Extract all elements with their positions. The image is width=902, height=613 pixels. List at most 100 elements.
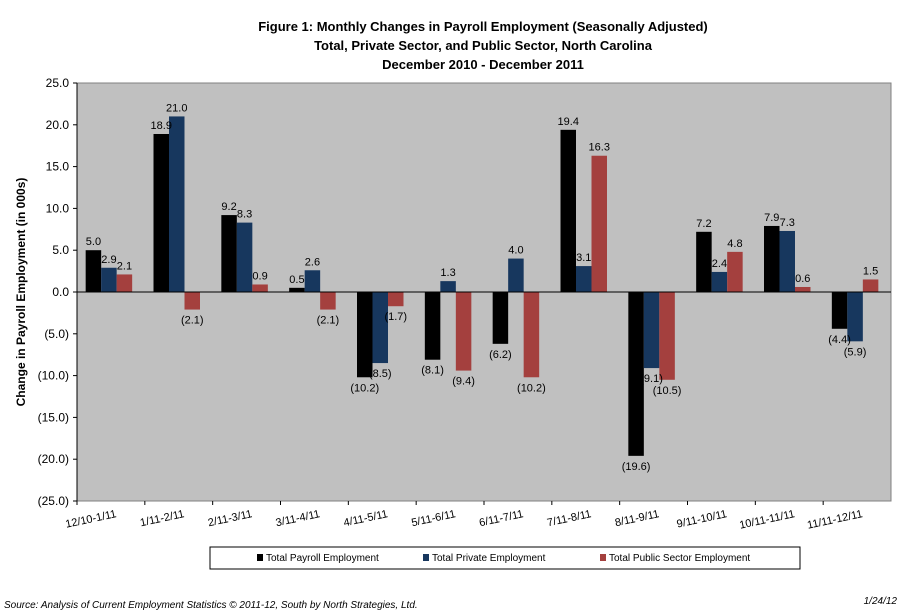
y-tick-label: (5.0) — [44, 327, 69, 341]
legend-entry: Total Public Sector Employment — [609, 553, 750, 564]
data-label: 4.8 — [727, 238, 742, 250]
data-label: 5.0 — [86, 236, 101, 248]
bar — [628, 292, 644, 456]
chart-title-line-1: Figure 1: Monthly Changes in Payroll Emp… — [258, 19, 708, 34]
bar — [560, 129, 576, 292]
y-axis-ticks: 25.0 20.0 15.0 10.0 5.0 0.0 (5.0) (10.0) (15.0) (… — [38, 76, 77, 508]
y-tick-label: (20.0) — [38, 452, 69, 466]
legend-swatch — [257, 554, 263, 561]
data-label: 16.3 — [589, 142, 610, 154]
bar — [643, 292, 660, 369]
y-tick-label: (25.0) — [38, 494, 69, 508]
y-tick-label: 0.0 — [52, 285, 69, 299]
x-category-label: 4/11-5/11 — [342, 508, 388, 529]
footer-date: 1/24/12 — [864, 596, 898, 607]
y-tick-label: 5.0 — [52, 243, 69, 257]
x-category-label: 1/11-2/11 — [139, 508, 185, 529]
data-label: 2.1 — [117, 260, 132, 272]
y-tick-label: 10.0 — [46, 201, 70, 215]
x-category-label: 2/11-3/11 — [207, 508, 253, 529]
x-category-label: 8/11-9/11 — [614, 508, 660, 529]
bar — [779, 230, 795, 292]
legend-entry: Total Private Employment — [432, 553, 546, 564]
bar — [85, 250, 102, 292]
x-category-label: 10/11-11/11 — [738, 508, 796, 531]
bar — [576, 266, 592, 292]
legend-swatch — [423, 554, 429, 561]
bar — [289, 287, 305, 292]
x-category-label: 9/11-10/11 — [676, 508, 728, 530]
data-label: 0.6 — [795, 273, 810, 285]
bar — [696, 231, 712, 292]
y-tick-label: 15.0 — [46, 160, 70, 174]
bar — [252, 284, 268, 292]
bars-layer — [85, 116, 879, 456]
legend-box — [209, 546, 801, 570]
bar — [101, 267, 117, 292]
x-category-label: 5/11-6/11 — [410, 508, 456, 529]
legend-swatch — [600, 554, 606, 561]
data-label: (8.1) — [421, 365, 444, 377]
data-label: (4.4) — [828, 334, 851, 346]
data-label: (10.5) — [653, 385, 682, 397]
data-label: 2.6 — [305, 256, 320, 268]
data-label: 3.1 — [576, 252, 591, 264]
bar — [847, 292, 863, 342]
x-axis-category-labels: 12/10-1/11 1/11-2/11 2/11-3/11 3/11-4/11 4/1… — [64, 501, 864, 532]
data-label: 9.2 — [221, 201, 236, 213]
bar — [831, 292, 848, 329]
data-label: (9.1) — [640, 373, 663, 385]
y-tick-label: (10.0) — [38, 369, 69, 383]
bar — [184, 292, 200, 310]
bar — [711, 271, 728, 292]
data-label: 21.0 — [166, 102, 187, 114]
bar — [523, 292, 540, 378]
bar — [727, 251, 743, 292]
data-label: 1.3 — [440, 267, 455, 279]
bar — [455, 292, 472, 371]
bar — [169, 116, 185, 292]
data-label: 7.3 — [780, 217, 795, 229]
data-label: 0.9 — [252, 270, 267, 282]
data-label: (8.5) — [369, 368, 392, 380]
bar — [388, 292, 404, 307]
legend: Total Payroll Employment Total Private Em… — [209, 546, 801, 570]
bar — [424, 292, 441, 360]
y-tick-label: 25.0 — [46, 76, 70, 90]
chart-title-line-3: December 2010 - December 2011 — [382, 57, 584, 72]
data-label: (10.2) — [350, 382, 379, 394]
data-label: 2.9 — [101, 254, 116, 266]
bar — [357, 292, 373, 378]
data-label: 8.3 — [237, 209, 252, 221]
bar — [304, 270, 321, 292]
y-tick-label: 20.0 — [46, 118, 70, 132]
bar — [591, 155, 607, 292]
bar — [153, 133, 169, 292]
bar — [795, 286, 811, 292]
bar — [862, 279, 879, 292]
footer-source: Source: Analysis of Current Employment S… — [4, 600, 418, 611]
data-label: (5.9) — [844, 346, 867, 358]
x-category-label: 6/11-7/11 — [478, 508, 524, 529]
data-label: 4.0 — [508, 245, 523, 257]
data-label: (19.6) — [622, 461, 651, 473]
bar — [764, 225, 780, 292]
data-label: (6.2) — [489, 349, 512, 361]
chart-title-line-2: Total, Private Sector, and Public Sector… — [314, 38, 653, 53]
chart-title: Figure 1: Monthly Changes in Payroll Emp… — [258, 19, 708, 72]
y-axis-label: Change in Payroll Employment (in 000s) — [14, 178, 28, 407]
data-label: 18.9 — [151, 120, 172, 132]
y-tick-label: (15.0) — [38, 410, 69, 424]
data-label: (1.7) — [384, 311, 407, 323]
data-label: (9.4) — [452, 376, 475, 388]
bar — [116, 274, 133, 292]
data-label: 7.2 — [696, 218, 711, 230]
bar — [440, 281, 456, 292]
data-label: 7.9 — [764, 212, 779, 224]
bar — [659, 292, 675, 380]
bar — [221, 215, 237, 292]
data-label: 19.4 — [558, 116, 579, 128]
data-label: (2.1) — [181, 315, 204, 327]
data-label: (2.1) — [317, 315, 340, 327]
